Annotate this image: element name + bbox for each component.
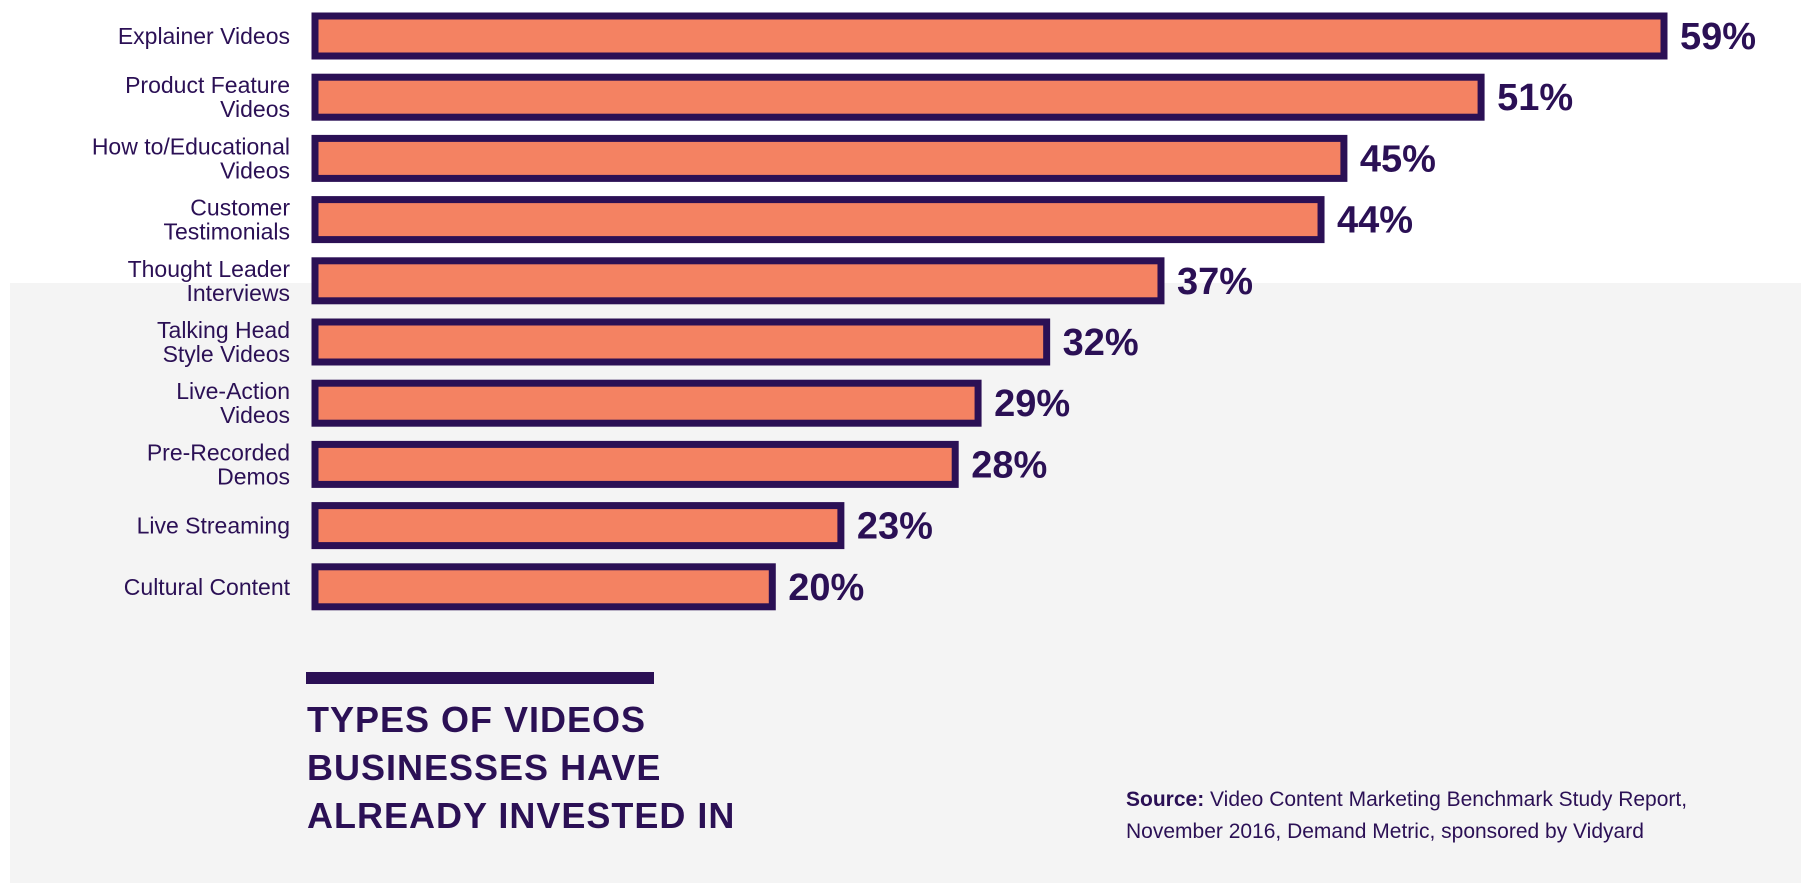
value-label-6: 32% bbox=[1063, 322, 1139, 364]
value-label-9: 23% bbox=[857, 506, 933, 548]
value-label-7: 29% bbox=[994, 383, 1070, 425]
value-labels: 59% 51% 45% 44% 37% 32% 29% 28% 23% 20% bbox=[788, 16, 1756, 609]
chart-title: TYPES OF VIDEOS BUSINESSES HAVE ALREADY … bbox=[307, 699, 736, 836]
category-labels: Explainer Videos Product Feature Videos How… bbox=[92, 23, 291, 600]
category-label-5: Thought Leader Interviews bbox=[128, 256, 291, 306]
category-label-8: Pre-Recorded Demos bbox=[147, 439, 290, 489]
value-label-2: 51% bbox=[1497, 77, 1573, 119]
source-label: Source: bbox=[1126, 788, 1205, 811]
category-label-7: Live-Action Videos bbox=[176, 378, 290, 428]
bar-5 bbox=[311, 257, 1165, 305]
category-label-3: How to/Educational Videos bbox=[92, 133, 290, 183]
category-label-9: Live Streaming bbox=[137, 513, 290, 539]
bar-chart: Explainer Videos Product Feature Videos How… bbox=[92, 12, 1756, 611]
bar-2 bbox=[311, 73, 1485, 121]
bar-8 bbox=[311, 440, 959, 488]
category-label-2: Product Feature Videos bbox=[125, 72, 290, 122]
bar-7 bbox=[311, 379, 982, 427]
source-note: Source: Video Content Marketing Benchmar… bbox=[1126, 784, 1776, 848]
value-label-10: 20% bbox=[788, 567, 864, 609]
source-text: Video Content Marketing Benchmark Study … bbox=[1126, 788, 1688, 843]
value-label-3: 45% bbox=[1360, 138, 1436, 180]
category-label-1: Explainer Videos bbox=[118, 23, 290, 49]
value-label-1: 59% bbox=[1680, 16, 1756, 58]
bar-10 bbox=[311, 563, 776, 611]
value-label-5: 37% bbox=[1177, 261, 1253, 303]
bar-9 bbox=[311, 502, 845, 550]
bar-4 bbox=[311, 196, 1325, 244]
category-label-10: Cultural Content bbox=[124, 574, 291, 600]
bar-3 bbox=[311, 134, 1348, 182]
bar-6 bbox=[311, 318, 1051, 366]
bars-layer bbox=[311, 12, 1668, 611]
bar-1 bbox=[311, 12, 1668, 60]
value-label-4: 44% bbox=[1337, 200, 1413, 242]
category-label-6: Talking Head Style Videos bbox=[157, 317, 290, 367]
title-rule bbox=[306, 672, 654, 684]
value-label-8: 28% bbox=[971, 444, 1047, 486]
category-label-4: Customer Testimonials bbox=[163, 195, 290, 245]
